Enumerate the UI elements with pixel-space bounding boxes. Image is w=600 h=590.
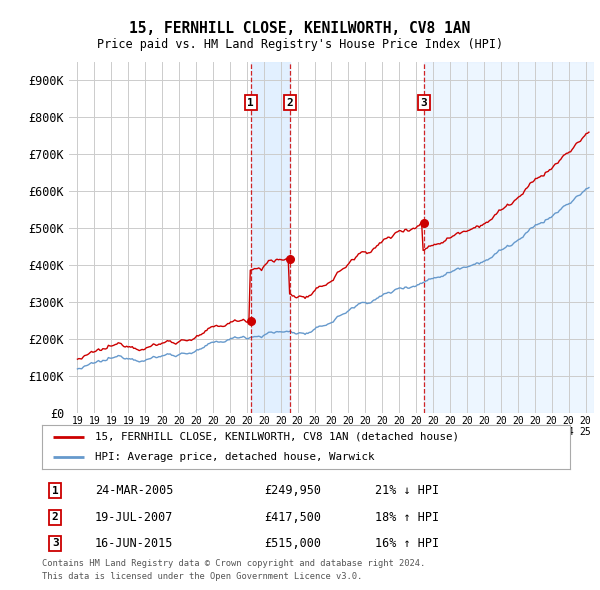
Text: £249,950: £249,950 [264,484,321,497]
Text: 19-JUL-2007: 19-JUL-2007 [95,511,173,524]
Text: This data is licensed under the Open Government Licence v3.0.: This data is licensed under the Open Gov… [42,572,362,581]
Text: 1: 1 [247,97,254,107]
Text: 16-JUN-2015: 16-JUN-2015 [95,537,173,550]
Text: 1: 1 [52,486,59,496]
Bar [424,62,594,413]
Text: 2: 2 [287,97,293,107]
Bar [251,62,290,413]
Text: Price paid vs. HM Land Registry's House Price Index (HPI): Price paid vs. HM Land Registry's House … [97,38,503,51]
Text: 3: 3 [421,97,427,107]
Text: 15, FERNHILL CLOSE, KENILWORTH, CV8 1AN: 15, FERNHILL CLOSE, KENILWORTH, CV8 1AN [130,21,470,35]
Text: 18% ↑ HPI: 18% ↑ HPI [374,511,439,524]
Text: £417,500: £417,500 [264,511,321,524]
Text: HPI: Average price, detached house, Warwick: HPI: Average price, detached house, Warw… [95,452,374,462]
Text: 3: 3 [52,539,59,549]
Text: Contains HM Land Registry data © Crown copyright and database right 2024.: Contains HM Land Registry data © Crown c… [42,559,425,568]
Text: 24-MAR-2005: 24-MAR-2005 [95,484,173,497]
Text: 16% ↑ HPI: 16% ↑ HPI [374,537,439,550]
Text: 15, FERNHILL CLOSE, KENILWORTH, CV8 1AN (detached house): 15, FERNHILL CLOSE, KENILWORTH, CV8 1AN … [95,432,459,442]
Text: 2: 2 [52,512,59,522]
Text: 21% ↓ HPI: 21% ↓ HPI [374,484,439,497]
Text: £515,000: £515,000 [264,537,321,550]
